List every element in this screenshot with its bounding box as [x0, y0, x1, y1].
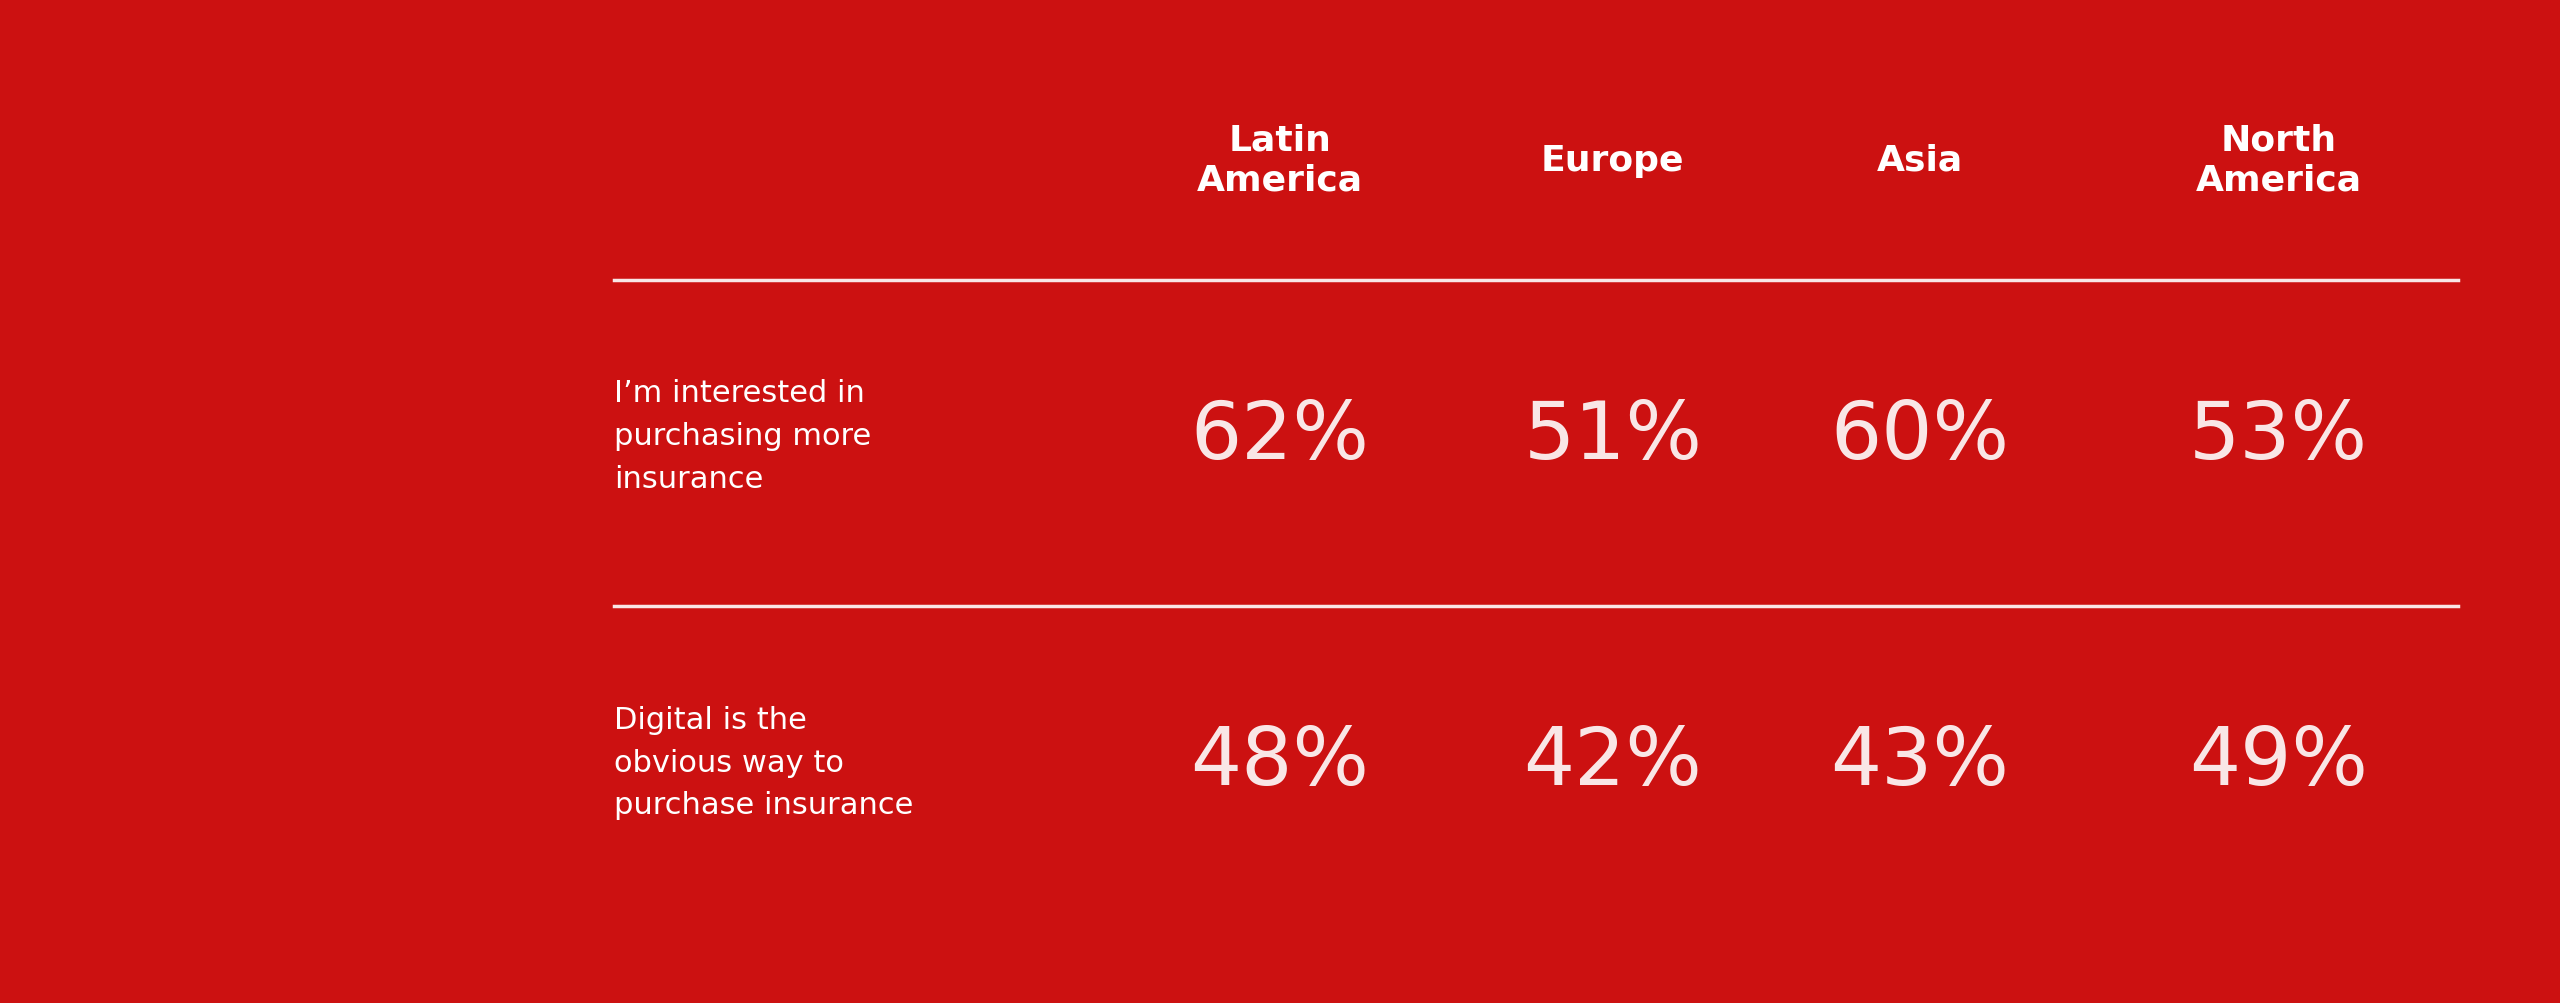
Text: 62%: 62%	[1190, 397, 1370, 475]
Text: 53%: 53%	[2189, 397, 2368, 475]
Text: Europe: Europe	[1541, 143, 1684, 178]
Text: I’m interested in
purchasing more
insurance: I’m interested in purchasing more insura…	[614, 379, 870, 493]
Text: 60%: 60%	[1830, 397, 2010, 475]
Text: 51%: 51%	[1523, 397, 1702, 475]
Text: North
America: North America	[2196, 123, 2360, 198]
Text: 48%: 48%	[1190, 723, 1370, 801]
Text: Latin
America: Latin America	[1198, 123, 1362, 198]
Text: Digital is the
obvious way to
purchase insurance: Digital is the obvious way to purchase i…	[614, 705, 914, 819]
Text: Asia: Asia	[1876, 143, 1964, 178]
Text: 42%: 42%	[1523, 723, 1702, 801]
Text: 49%: 49%	[2189, 723, 2368, 801]
Text: 43%: 43%	[1830, 723, 2010, 801]
